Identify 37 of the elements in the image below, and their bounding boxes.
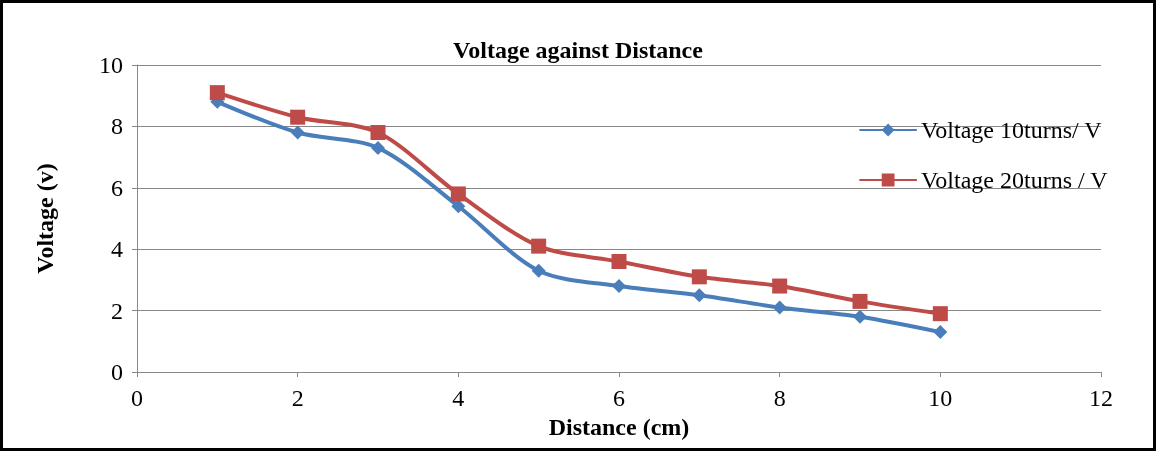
point [290, 109, 306, 125]
point [451, 199, 466, 214]
y-tick-label: 4 [111, 236, 123, 263]
x-tick-label: 2 [291, 385, 304, 411]
legend-label: Voltage 20turns / V [921, 167, 1109, 193]
point [370, 125, 386, 141]
y-tick-label: 2 [111, 297, 123, 324]
point [209, 85, 225, 101]
point [450, 186, 466, 202]
x-tick-label: 8 [773, 385, 786, 411]
point [531, 263, 546, 278]
y-tick-label: 0 [111, 359, 123, 385]
x-tick-label: 0 [131, 385, 143, 411]
point [772, 278, 788, 294]
y-tick-label: 10 [99, 52, 123, 78]
x-tick-label: 6 [613, 385, 625, 411]
point [691, 269, 707, 285]
point [933, 325, 948, 340]
point [852, 293, 868, 309]
point [932, 306, 948, 322]
y-axis-title: Voltage (v) [32, 163, 58, 274]
y-tick-label: 6 [111, 174, 123, 201]
point [853, 309, 867, 324]
point [290, 125, 305, 140]
chart-title: Voltage against Distance [453, 37, 704, 63]
y-tick-label: 8 [111, 113, 123, 140]
point [772, 300, 787, 315]
point [531, 238, 547, 254]
point [611, 253, 627, 269]
point [612, 279, 626, 294]
point [371, 140, 385, 155]
x-tick-label: 12 [1089, 385, 1113, 411]
x-axis-title: Distance (cm) [548, 413, 690, 440]
x-tick-label: 10 [928, 385, 953, 411]
x-tick-label: 4 [452, 385, 465, 411]
point [692, 288, 707, 303]
legend-label: Voltage 10turns/ V [921, 117, 1103, 143]
